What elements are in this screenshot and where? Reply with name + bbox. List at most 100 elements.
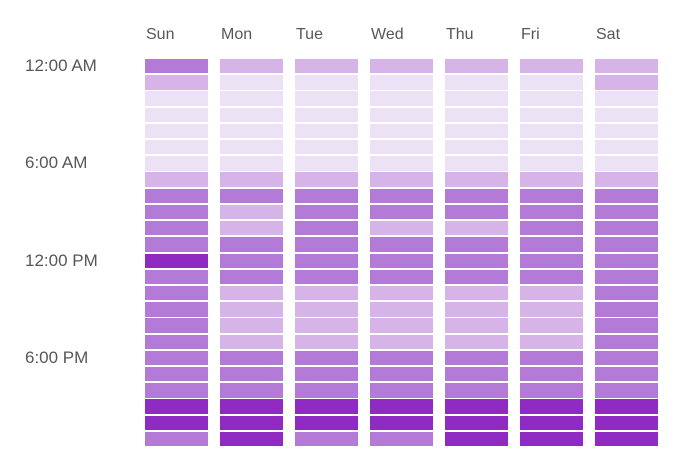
- heatmap-cell[interactable]: [595, 107, 658, 123]
- heatmap-cell[interactable]: [520, 431, 583, 447]
- heatmap-cell[interactable]: [595, 399, 658, 414]
- heatmap-cell[interactable]: [295, 75, 358, 90]
- heatmap-cell[interactable]: [370, 318, 433, 333]
- heatmap-cell[interactable]: [295, 59, 358, 74]
- heatmap-cell[interactable]: [145, 415, 208, 430]
- heatmap-cell[interactable]: [445, 334, 508, 349]
- heatmap-cell[interactable]: [295, 156, 358, 171]
- heatmap-cell[interactable]: [595, 253, 658, 268]
- heatmap-cell[interactable]: [445, 91, 508, 106]
- heatmap-cell[interactable]: [520, 334, 583, 349]
- heatmap-cell[interactable]: [520, 172, 583, 187]
- heatmap-cell[interactable]: [595, 172, 658, 187]
- heatmap-cell[interactable]: [295, 285, 358, 301]
- heatmap-cell[interactable]: [145, 140, 208, 155]
- heatmap-cell[interactable]: [145, 123, 208, 139]
- heatmap-cell[interactable]: [520, 285, 583, 301]
- heatmap-cell[interactable]: [295, 221, 358, 236]
- heatmap-cell[interactable]: [145, 91, 208, 106]
- heatmap-cell[interactable]: [145, 302, 208, 317]
- heatmap-cell[interactable]: [220, 204, 283, 220]
- heatmap-cell[interactable]: [445, 75, 508, 90]
- heatmap-cell[interactable]: [145, 334, 208, 349]
- heatmap-cell[interactable]: [145, 172, 208, 187]
- heatmap-cell[interactable]: [370, 253, 433, 268]
- heatmap-cell[interactable]: [295, 140, 358, 155]
- heatmap-cell[interactable]: [595, 91, 658, 106]
- heatmap-cell[interactable]: [220, 188, 283, 204]
- heatmap-cell[interactable]: [445, 172, 508, 187]
- heatmap-cell[interactable]: [220, 334, 283, 349]
- heatmap-cell[interactable]: [295, 334, 358, 349]
- heatmap-cell[interactable]: [295, 269, 358, 285]
- heatmap-cell[interactable]: [595, 221, 658, 236]
- heatmap-cell[interactable]: [370, 285, 433, 301]
- heatmap-cell[interactable]: [145, 285, 208, 301]
- heatmap-cell[interactable]: [145, 237, 208, 252]
- heatmap-cell[interactable]: [520, 140, 583, 155]
- heatmap-cell[interactable]: [220, 399, 283, 414]
- heatmap-cell[interactable]: [220, 366, 283, 382]
- heatmap-cell[interactable]: [295, 318, 358, 333]
- heatmap-cell[interactable]: [295, 431, 358, 447]
- heatmap-cell[interactable]: [295, 237, 358, 252]
- heatmap-cell[interactable]: [295, 188, 358, 204]
- heatmap-cell[interactable]: [145, 59, 208, 74]
- heatmap-cell[interactable]: [295, 383, 358, 398]
- heatmap-cell[interactable]: [145, 350, 208, 366]
- heatmap-cell[interactable]: [370, 156, 433, 171]
- heatmap-cell[interactable]: [445, 366, 508, 382]
- heatmap-cell[interactable]: [520, 107, 583, 123]
- heatmap-cell[interactable]: [295, 366, 358, 382]
- heatmap-cell[interactable]: [445, 285, 508, 301]
- heatmap-cell[interactable]: [220, 302, 283, 317]
- heatmap-cell[interactable]: [445, 188, 508, 204]
- heatmap-cell[interactable]: [370, 75, 433, 90]
- heatmap-cell[interactable]: [445, 350, 508, 366]
- heatmap-cell[interactable]: [520, 269, 583, 285]
- heatmap-cell[interactable]: [145, 431, 208, 447]
- heatmap-cell[interactable]: [445, 123, 508, 139]
- heatmap-cell[interactable]: [595, 59, 658, 74]
- heatmap-cell[interactable]: [145, 188, 208, 204]
- heatmap-cell[interactable]: [295, 172, 358, 187]
- heatmap-cell[interactable]: [145, 253, 208, 268]
- heatmap-cell[interactable]: [445, 140, 508, 155]
- heatmap-cell[interactable]: [220, 91, 283, 106]
- heatmap-cell[interactable]: [220, 123, 283, 139]
- heatmap-cell[interactable]: [370, 334, 433, 349]
- heatmap-cell[interactable]: [370, 107, 433, 123]
- heatmap-cell[interactable]: [445, 253, 508, 268]
- heatmap-cell[interactable]: [220, 285, 283, 301]
- heatmap-cell[interactable]: [370, 140, 433, 155]
- heatmap-cell[interactable]: [520, 318, 583, 333]
- heatmap-cell[interactable]: [295, 302, 358, 317]
- heatmap-cell[interactable]: [595, 75, 658, 90]
- heatmap-cell[interactable]: [370, 123, 433, 139]
- heatmap-cell[interactable]: [220, 107, 283, 123]
- heatmap-cell[interactable]: [595, 188, 658, 204]
- heatmap-cell[interactable]: [520, 399, 583, 414]
- heatmap-cell[interactable]: [295, 91, 358, 106]
- heatmap-cell[interactable]: [445, 204, 508, 220]
- heatmap-cell[interactable]: [220, 318, 283, 333]
- heatmap-cell[interactable]: [370, 399, 433, 414]
- heatmap-cell[interactable]: [595, 431, 658, 447]
- heatmap-cell[interactable]: [145, 366, 208, 382]
- heatmap-cell[interactable]: [445, 237, 508, 252]
- heatmap-cell[interactable]: [145, 75, 208, 90]
- heatmap-cell[interactable]: [220, 383, 283, 398]
- heatmap-cell[interactable]: [370, 172, 433, 187]
- heatmap-cell[interactable]: [370, 350, 433, 366]
- heatmap-cell[interactable]: [295, 399, 358, 414]
- heatmap-cell[interactable]: [295, 415, 358, 430]
- heatmap-cell[interactable]: [520, 59, 583, 74]
- heatmap-cell[interactable]: [145, 383, 208, 398]
- heatmap-cell[interactable]: [220, 172, 283, 187]
- heatmap-cell[interactable]: [595, 140, 658, 155]
- heatmap-cell[interactable]: [595, 350, 658, 366]
- heatmap-cell[interactable]: [295, 123, 358, 139]
- heatmap-cell[interactable]: [220, 253, 283, 268]
- heatmap-cell[interactable]: [520, 415, 583, 430]
- heatmap-cell[interactable]: [370, 269, 433, 285]
